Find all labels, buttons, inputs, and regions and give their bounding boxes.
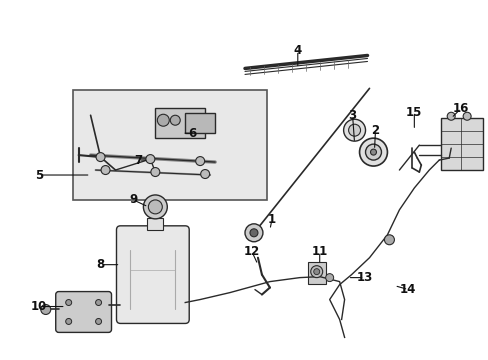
- Circle shape: [200, 170, 209, 179]
- Text: 10: 10: [31, 300, 47, 313]
- Circle shape: [244, 224, 263, 242]
- Text: 12: 12: [244, 245, 260, 258]
- Text: 3: 3: [348, 109, 356, 122]
- Text: 13: 13: [356, 271, 372, 284]
- FancyBboxPatch shape: [56, 292, 111, 332]
- FancyBboxPatch shape: [116, 226, 189, 323]
- Bar: [307, 262, 325, 284]
- Text: 9: 9: [129, 193, 137, 206]
- Text: 2: 2: [371, 124, 379, 137]
- Text: 4: 4: [293, 44, 301, 57]
- Text: 5: 5: [35, 168, 43, 181]
- Text: 15: 15: [406, 106, 422, 119]
- Circle shape: [41, 305, 51, 315]
- Circle shape: [101, 166, 110, 175]
- Bar: [155, 108, 205, 138]
- Circle shape: [370, 149, 376, 155]
- Circle shape: [343, 119, 365, 141]
- Bar: [73, 90, 266, 200]
- Circle shape: [462, 112, 470, 120]
- Circle shape: [195, 157, 204, 166]
- Text: 7: 7: [134, 154, 142, 167]
- Circle shape: [313, 269, 319, 275]
- Text: 6: 6: [188, 127, 196, 140]
- Circle shape: [325, 274, 333, 282]
- Circle shape: [348, 124, 360, 136]
- Circle shape: [95, 300, 102, 306]
- Circle shape: [145, 154, 155, 163]
- Text: 1: 1: [267, 213, 275, 226]
- Text: 16: 16: [452, 102, 468, 115]
- Circle shape: [365, 144, 381, 160]
- Text: 14: 14: [399, 283, 416, 296]
- Text: 11: 11: [311, 245, 327, 258]
- Circle shape: [65, 300, 72, 306]
- Circle shape: [359, 138, 386, 166]
- Circle shape: [310, 266, 322, 278]
- Bar: [440, 118, 482, 170]
- Circle shape: [96, 153, 105, 162]
- Circle shape: [151, 167, 160, 176]
- Circle shape: [170, 115, 180, 125]
- Circle shape: [143, 195, 167, 219]
- Circle shape: [157, 114, 169, 126]
- Bar: [147, 218, 163, 230]
- Circle shape: [148, 200, 162, 214]
- Circle shape: [384, 235, 394, 245]
- Text: 8: 8: [96, 258, 104, 271]
- Circle shape: [447, 112, 454, 120]
- Bar: [185, 113, 215, 133]
- Circle shape: [65, 319, 72, 324]
- Circle shape: [249, 229, 258, 237]
- Circle shape: [95, 319, 102, 324]
